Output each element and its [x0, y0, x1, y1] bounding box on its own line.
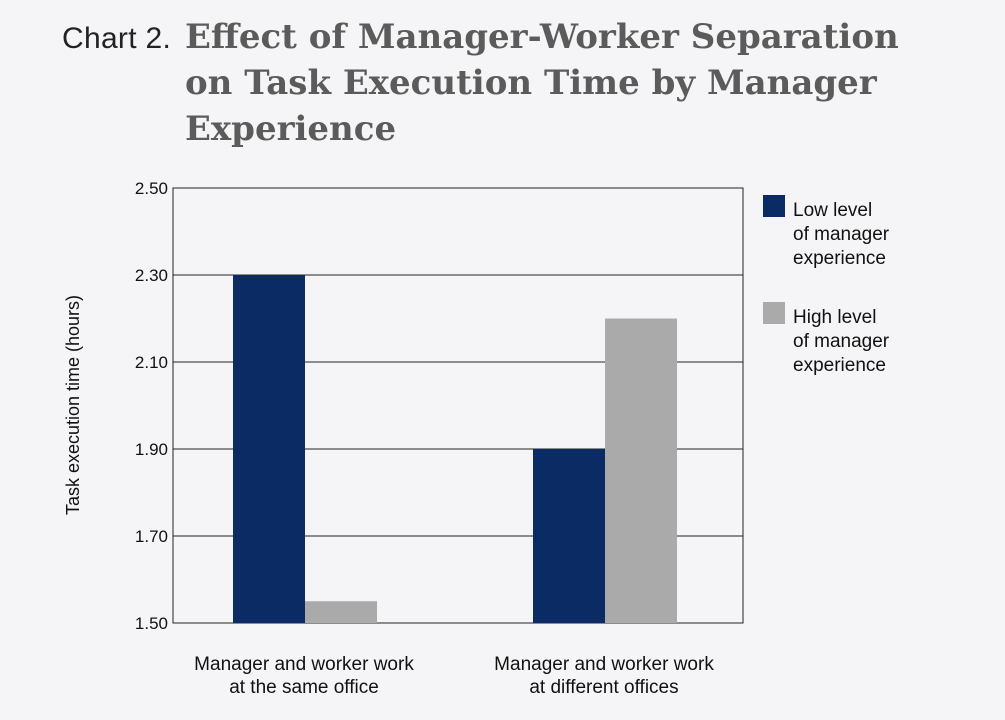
legend-label: Low level of manager experience — [793, 200, 890, 269]
legend-swatch — [763, 195, 785, 217]
plot-frame — [172, 187, 744, 624]
x-category-label: Manager and worker work at the same offic… — [194, 654, 414, 698]
bar — [305, 601, 377, 623]
x-category-label: Manager and worker work at different offi… — [494, 654, 714, 698]
y-tick-label: 2.10 — [135, 353, 168, 372]
y-tick-label: 1.90 — [135, 440, 168, 459]
bar — [533, 449, 605, 623]
legend-label: High level of manager experience — [793, 307, 890, 376]
y-axis-title: Task execution time (hours) — [63, 295, 83, 515]
chart-number: Chart 2. — [62, 22, 172, 55]
bar — [233, 275, 305, 623]
y-tick-label: 2.50 — [135, 179, 168, 198]
bar — [605, 318, 677, 623]
y-tick-label: 1.50 — [135, 614, 168, 633]
chart-title: Effect of Manager-Worker Separation on T… — [185, 17, 899, 149]
legend-swatch — [763, 302, 785, 324]
y-tick-label: 2.30 — [135, 266, 168, 285]
y-tick-label: 1.70 — [135, 527, 168, 546]
